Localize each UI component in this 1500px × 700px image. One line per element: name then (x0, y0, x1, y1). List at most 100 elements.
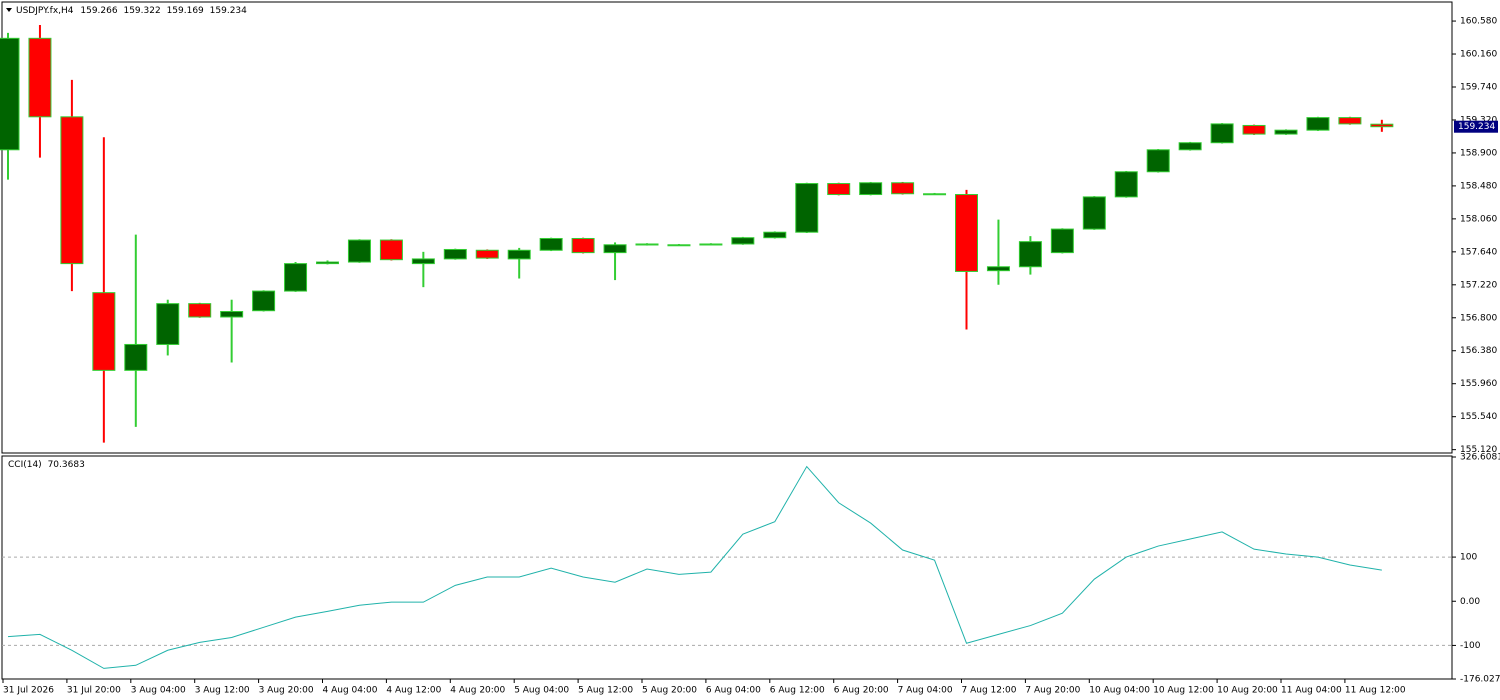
x-tick-label: 6 Aug 20:00 (834, 686, 889, 696)
current-price-box (1454, 120, 1498, 133)
candle-body (507, 249, 531, 260)
candle-body (443, 248, 467, 260)
x-tick-label: 6 Aug 12:00 (770, 686, 825, 696)
x-tick-label: 5 Aug 04:00 (514, 686, 569, 696)
y-tick-label: 326.6081 (1460, 453, 1500, 463)
y-tick-label: -100 (1460, 641, 1481, 651)
high-value: 159.322 (123, 6, 160, 16)
candle-body (827, 183, 851, 196)
candle-body (1146, 149, 1170, 173)
cci-title: CCI(14) 70.3683 (8, 460, 85, 470)
open-value: 159.266 (80, 6, 117, 16)
x-tick-label: 4 Aug 12:00 (386, 686, 441, 696)
candle-body (1210, 123, 1234, 144)
candle-body (763, 231, 787, 239)
candle-body (571, 237, 595, 254)
price-title: USDJPY.fx,H4 159.266 159.322 159.169 159… (16, 6, 247, 16)
x-tick-label: 7 Aug 04:00 (898, 686, 953, 696)
candle-body (379, 239, 403, 261)
candle-body (1274, 129, 1298, 135)
candle-body (0, 37, 20, 151)
candle-body (1306, 117, 1330, 131)
x-tick-label: 7 Aug 12:00 (962, 686, 1017, 696)
candle-body (220, 310, 244, 318)
cci-value: 70.3683 (48, 460, 85, 470)
x-tick-label: 5 Aug 12:00 (578, 686, 633, 696)
y-tick-label: 155.960 (1460, 379, 1497, 389)
y-tick-label: 155.540 (1460, 412, 1497, 422)
cci-line (7, 465, 1382, 669)
candle-body (284, 263, 308, 292)
cci-name: CCI(14) (8, 460, 42, 470)
x-tick-label: 3 Aug 20:00 (259, 686, 314, 696)
candle-body (667, 244, 691, 247)
candle-body (1242, 124, 1266, 135)
candle-body (859, 182, 883, 196)
x-tick-label: 4 Aug 20:00 (450, 686, 505, 696)
candle-body (603, 244, 627, 254)
x-tick-label: 7 Aug 20:00 (1025, 686, 1080, 696)
candle-body (347, 239, 371, 263)
cci-panel (1, 455, 1453, 680)
candle-body (92, 292, 116, 371)
y-tick-label: 155.120 (1460, 445, 1497, 455)
candle-body (955, 194, 978, 272)
x-tick-label: 10 Aug 20:00 (1217, 686, 1278, 696)
candle-body (188, 303, 212, 318)
close-value: 159.234 (210, 6, 247, 16)
candle-body (731, 237, 755, 245)
candle-body (1370, 123, 1394, 128)
menu-arrow[interactable] (6, 8, 12, 12)
y-tick-label: 158.900 (1460, 148, 1497, 158)
candle-body (60, 116, 84, 265)
candle-body (124, 343, 148, 371)
x-tick-label: 3 Aug 04:00 (131, 686, 186, 696)
y-tick-label: 159.320 (1460, 115, 1497, 125)
candle-body (635, 243, 659, 246)
candle-body (1082, 196, 1106, 230)
y-tick-label: -176.0279 (1460, 675, 1500, 685)
candle-body (1114, 171, 1138, 198)
x-tick-label: 10 Aug 12:00 (1153, 686, 1214, 696)
y-tick-label: 100 (1460, 553, 1477, 563)
low-value: 159.169 (167, 6, 204, 16)
y-tick-label: 156.800 (1460, 313, 1497, 323)
candle-body (1018, 241, 1042, 268)
candle-body (411, 258, 435, 265)
x-tick-label: 11 Aug 04:00 (1281, 686, 1342, 696)
candle-body (156, 303, 180, 345)
y-tick-label: 158.060 (1460, 214, 1497, 224)
x-tick-label: 10 Aug 04:00 (1089, 686, 1150, 696)
candle-body (1178, 142, 1202, 151)
candle-body (1050, 228, 1074, 254)
candle-body (891, 182, 915, 195)
candle-body (539, 237, 563, 251)
candle-body (986, 266, 1010, 272)
x-tick-label: 4 Aug 04:00 (323, 686, 378, 696)
y-tick-label: 160.580 (1460, 17, 1497, 27)
y-tick-label: 159.740 (1460, 82, 1497, 92)
candle-body (1338, 117, 1362, 125)
y-tick-label: 157.220 (1460, 280, 1497, 290)
candle-body (28, 37, 52, 118)
y-tick-label: 160.160 (1460, 50, 1497, 60)
symbol: USDJPY.fx,H4 (16, 6, 74, 16)
x-tick-label: 3 Aug 12:00 (195, 686, 250, 696)
candle-body (923, 193, 947, 196)
price-panel (1, 1, 1453, 454)
y-tick-label: 157.640 (1460, 247, 1497, 257)
x-tick-label: 31 Jul 20:00 (67, 686, 121, 696)
candle-body (252, 290, 276, 312)
y-tick-label: 0.00 (1460, 597, 1480, 607)
y-tick-label: 158.480 (1460, 181, 1497, 191)
x-tick-label: 31 Jul 2026 (3, 686, 54, 696)
candle-body (699, 243, 723, 246)
x-tick-label: 6 Aug 04:00 (706, 686, 761, 696)
y-tick-label: 156.380 (1460, 346, 1497, 356)
x-tick-label: 5 Aug 20:00 (642, 686, 697, 696)
candle-body (316, 261, 339, 265)
candle-body (795, 183, 819, 233)
current-price-label: 159.234 (1458, 122, 1495, 132)
x-tick-label: 11 Aug 12:00 (1345, 686, 1406, 696)
